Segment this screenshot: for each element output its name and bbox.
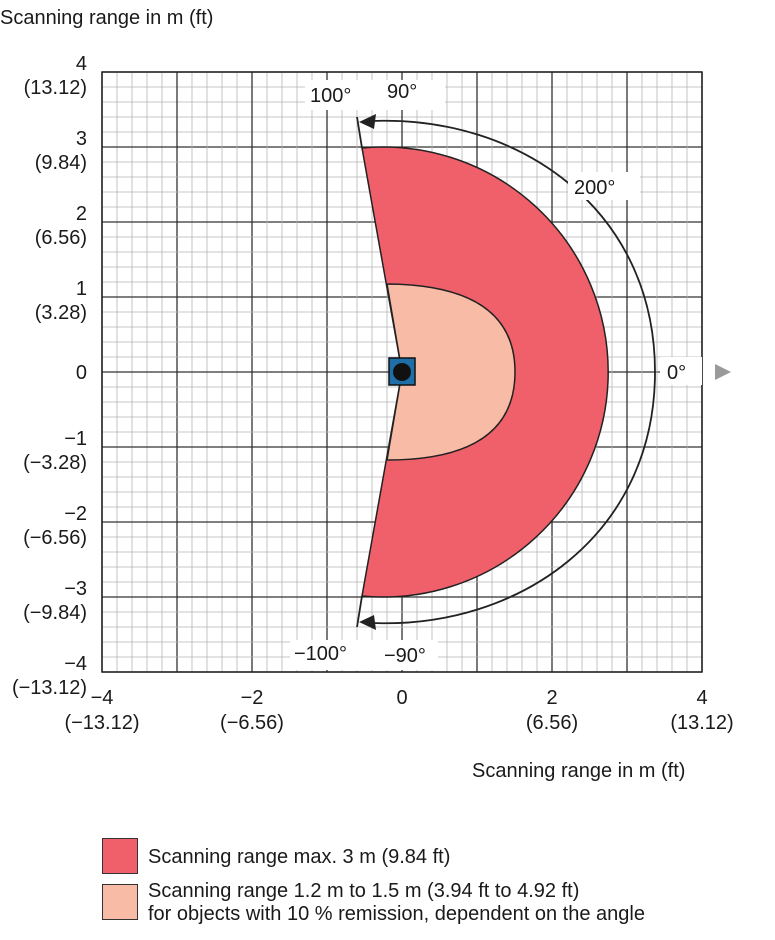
- angle-minus-100-label: −100°: [294, 643, 347, 665]
- y-tick-label: 1: [76, 278, 87, 300]
- top-angle-label-bg: [305, 80, 445, 110]
- y-tick-label-ft: (9.84): [35, 152, 87, 174]
- y-tick-label-ft: (−6.56): [23, 527, 87, 549]
- x-tick-label-ft: (−13.12): [64, 712, 139, 734]
- x-tick-label: 2: [546, 687, 557, 709]
- legend-label-reduced-range-2: for objects with 10 % remission, depende…: [148, 903, 645, 925]
- y-tick-label-ft: (−3.28): [23, 452, 87, 474]
- y-tick-label: 3: [76, 128, 87, 150]
- y-tick-label-ft: (3.28): [35, 302, 87, 324]
- x-tick-label: 4: [696, 687, 707, 709]
- y-tick-label-ft: (−13.12): [12, 677, 87, 699]
- x-tick-label-ft: (13.12): [670, 712, 733, 734]
- angle-minus-90-label: −90°: [384, 645, 426, 667]
- x-tick-label-ft: (6.56): [526, 712, 578, 734]
- reduced-range-field: [386, 283, 516, 461]
- x-tick-label: 0: [396, 687, 407, 709]
- y-tick-label: −1: [64, 428, 87, 450]
- y-tick-label: −3: [64, 578, 87, 600]
- y-tick-label: 2: [76, 203, 87, 225]
- angle-0-label-bg: [660, 357, 702, 385]
- y-tick-label: −4: [64, 653, 87, 675]
- legend-swatch-reduced-range: [102, 884, 138, 920]
- y-tick-labels: 4(13.12) 3(9.84) 2(6.56) 1(3.28) 0 −1(−3.28) −…: [12, 53, 87, 699]
- bottom-angle-label-bg: [290, 640, 438, 670]
- angle-200-label: 200°: [574, 177, 615, 199]
- arc-arrow-bottom-icon: [359, 615, 376, 630]
- sensor-center-icon: [393, 363, 411, 381]
- x-tick-label: −4: [91, 687, 114, 709]
- y-tick-label: 0: [76, 362, 87, 384]
- y-tick-label-ft: (13.12): [24, 77, 87, 99]
- fov-boundary-top: [356, 116, 363, 149]
- angle-200-label-bg: [568, 172, 640, 200]
- angle-100-label: 100°: [310, 85, 351, 107]
- y-tick-label-ft: (−9.84): [23, 602, 87, 624]
- angle-arc: [371, 119, 656, 625]
- fov-boundary-bottom: [356, 595, 363, 628]
- x-tick-label: −2: [241, 687, 264, 709]
- y-tick-label: −2: [64, 503, 87, 525]
- arc-arrow-top-icon: [359, 114, 376, 129]
- y-tick-label-ft: (6.56): [35, 227, 87, 249]
- x-tick-label-ft: (−6.56): [220, 712, 284, 734]
- legend-label-reduced-range-1: Scanning range 1.2 m to 1.5 m (3.94 ft t…: [148, 880, 580, 902]
- x-axis-title: Scanning range in m (ft): [472, 760, 685, 782]
- legend-swatch-max-range: [102, 838, 138, 874]
- angle-0-label: 0°: [667, 362, 686, 384]
- x-tick-labels: −4 (−13.12) −2 (−6.56) 0 2 (6.56) 4 (13.12): [64, 687, 733, 734]
- angle-90-label: 90°: [387, 81, 417, 103]
- y-tick-label: 4: [76, 53, 87, 75]
- direction-arrow-icon: [715, 364, 731, 380]
- y-axis-title: Scanning range in m (ft): [0, 7, 213, 29]
- legend-label-max-range: Scanning range max. 3 m (9.84 ft): [148, 846, 451, 868]
